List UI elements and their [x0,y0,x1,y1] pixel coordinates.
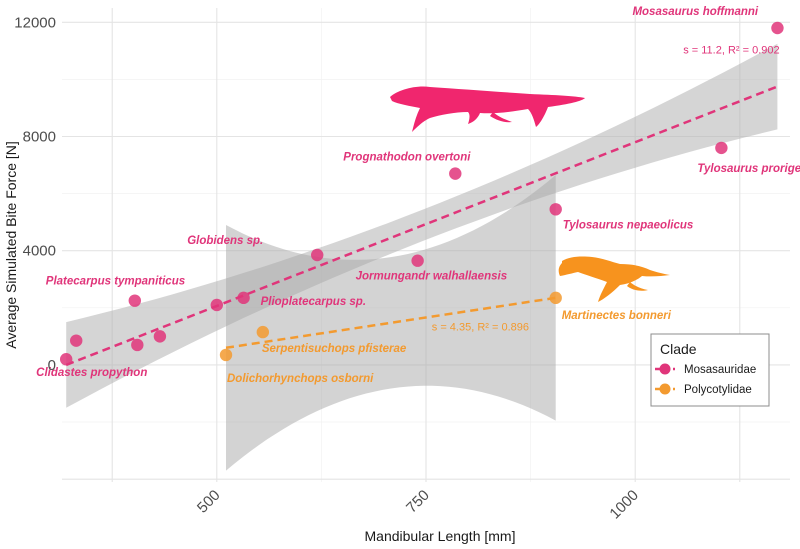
x-tick-label: 500 [194,487,224,517]
grid [62,8,790,482]
fit-lines [65,85,778,367]
point-label: Platecarpus tympaniticus [46,276,185,288]
point-label: Serpentisuchops pfisterae [262,343,407,355]
plesiosaur-silhouette-icon [558,256,670,302]
data-point [219,348,233,362]
y-tick-label: 4000 [23,243,56,260]
fit-line [65,85,778,367]
x-axis-title: Mandibular Length [mm] [365,528,516,544]
y-tick-label: 0 [48,357,56,374]
data-point [70,334,83,347]
data-point [311,248,324,262]
data-point [549,291,562,305]
legend-item-polycotylidae: Polycotylidae [655,383,752,396]
point-label: Tylosaurus proriger [697,163,800,175]
y-axis-ticks: 0 4000 8000 12000 [14,14,56,374]
y-axis-title: Average Simulated Bite Force [N] [3,141,19,349]
y-tick-label: 8000 [23,128,56,145]
legend-label: Mosasauridae [684,364,756,376]
fit-line [225,296,556,350]
legend-box [650,333,770,407]
data-points [59,21,784,366]
x-axis-ticks: 500 750 1000 [194,487,642,523]
point-label: Tylosaurus nepaeolicus [563,219,694,231]
data-point [715,141,728,155]
fit-annotation: s = 4.35, R² = 0.896 [432,322,529,334]
data-point [256,325,270,339]
point-label: Prognathodon overtoni [343,152,471,164]
data-point [771,21,784,35]
data-point [237,291,250,305]
legend: Clade Mosasauridae Polycotylidae [650,333,770,407]
data-point [210,298,224,312]
data-point [449,167,462,180]
point-label: Plioplatecarpus sp. [261,296,366,308]
data-point [131,338,144,352]
data-point [411,254,424,267]
y-tick-label: 12000 [14,14,56,31]
x-tick-label: 750 [403,487,433,517]
data-point [128,294,141,307]
point-label: Clidastes propython [36,367,147,379]
fit-annotation: s = 11.2, R² = 0.902 [683,45,779,57]
point-labels: Clidastes propython Platecarpus tympaniti… [36,6,800,385]
legend-title: Clade [660,341,697,357]
legend-label: Polycotylidae [684,384,752,396]
point-label: Martinectes bonneri [562,310,672,322]
confidence-band-polycotylidae [226,175,556,471]
legend-item-mosasauridae: Mosasauridae [655,363,756,376]
data-point [549,203,562,216]
point-label: Jormungandr walhallaensis [356,271,507,283]
data-point [59,353,73,366]
data-point [153,330,167,343]
mosasaur-silhouette-icon [390,86,585,132]
x-tick-label: 1000 [606,487,642,523]
point-label: Globidens sp. [187,235,263,247]
point-label: Dolichorhynchops osborni [227,373,374,385]
point-label: Mosasaurus hoffmanni [632,6,758,18]
